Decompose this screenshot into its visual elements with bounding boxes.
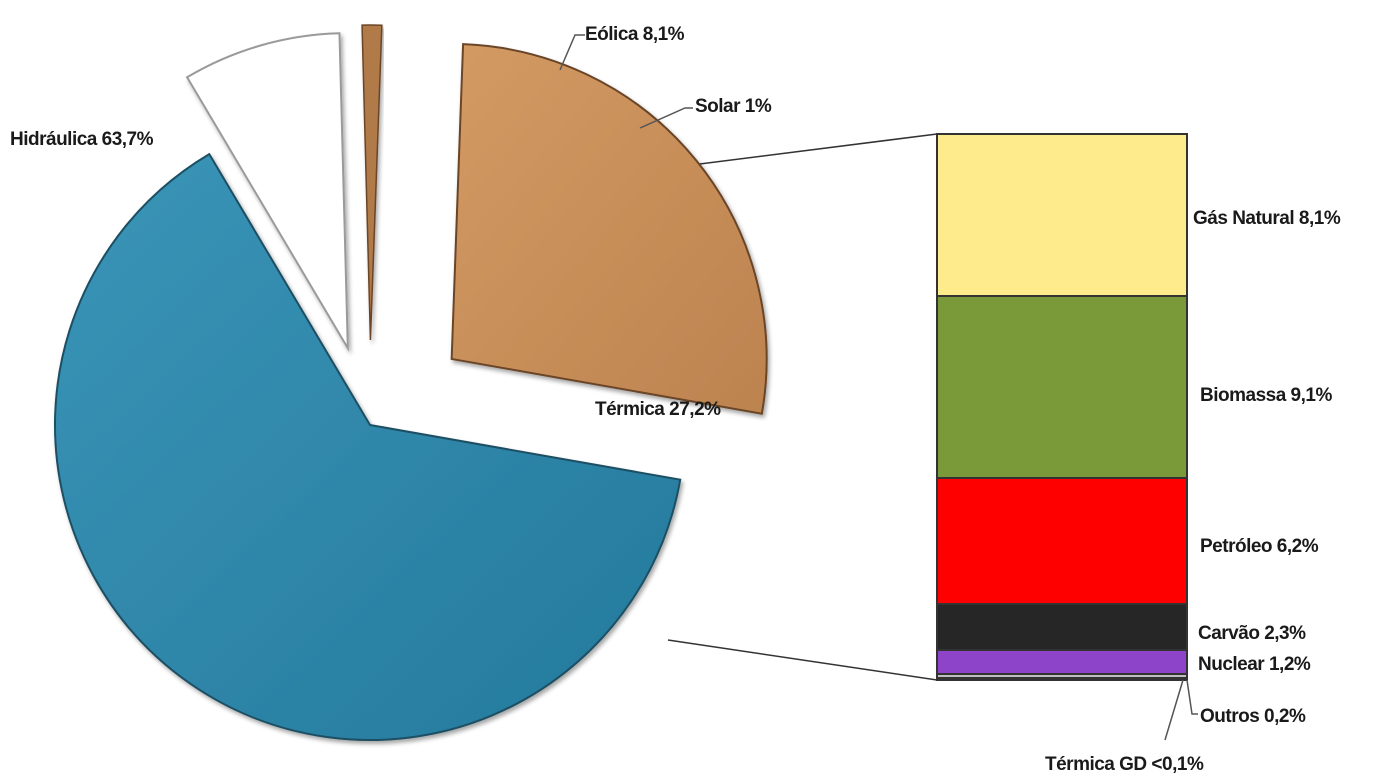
bar-label-termica-gd: Térmica GD <0,1% (1045, 754, 1204, 775)
connector-bottom-line (667, 639, 938, 681)
bar-segment-biomassa (936, 295, 1188, 479)
bar-segment-termica-gd (936, 677, 1188, 681)
bar-segment-nuclear (936, 649, 1188, 675)
bar-label-biomassa: Biomassa 9,1% (1200, 385, 1332, 406)
bar-segment-gas-natural (936, 133, 1188, 297)
leader-outros (1186, 679, 1198, 715)
pie-slice-hidraulica (54, 152, 682, 741)
leader-termica-gd (1164, 679, 1184, 741)
pie-slice-eolica (185, 32, 349, 352)
pie-label-termica: Térmica 27,2% (595, 399, 721, 420)
bar-segment-carvao (936, 603, 1188, 651)
pie-label-eolica: Eólica 8,1% (585, 24, 685, 45)
pie-slice-solar (361, 24, 383, 341)
pie-slice-termica (450, 43, 768, 415)
pie-label-solar: Solar 1% (695, 96, 772, 117)
connector-top-line (667, 133, 938, 169)
bar-label-outros: Outros 0,2% (1200, 706, 1306, 727)
pie-label-hidraulica: Hidráulica 63,7% (10, 129, 154, 150)
breakdown-bar (936, 133, 1188, 681)
bar-label-nuclear: Nuclear 1,2% (1198, 654, 1311, 675)
leader-solar (639, 107, 693, 129)
bar-segment-petroleo (936, 477, 1188, 605)
bar-label-gas-natural: Gás Natural 8,1% (1193, 208, 1341, 229)
bar-label-carvao: Carvão 2,3% (1198, 623, 1306, 644)
bar-label-petroleo: Petróleo 6,2% (1200, 536, 1319, 557)
leader-eolica (559, 34, 585, 71)
